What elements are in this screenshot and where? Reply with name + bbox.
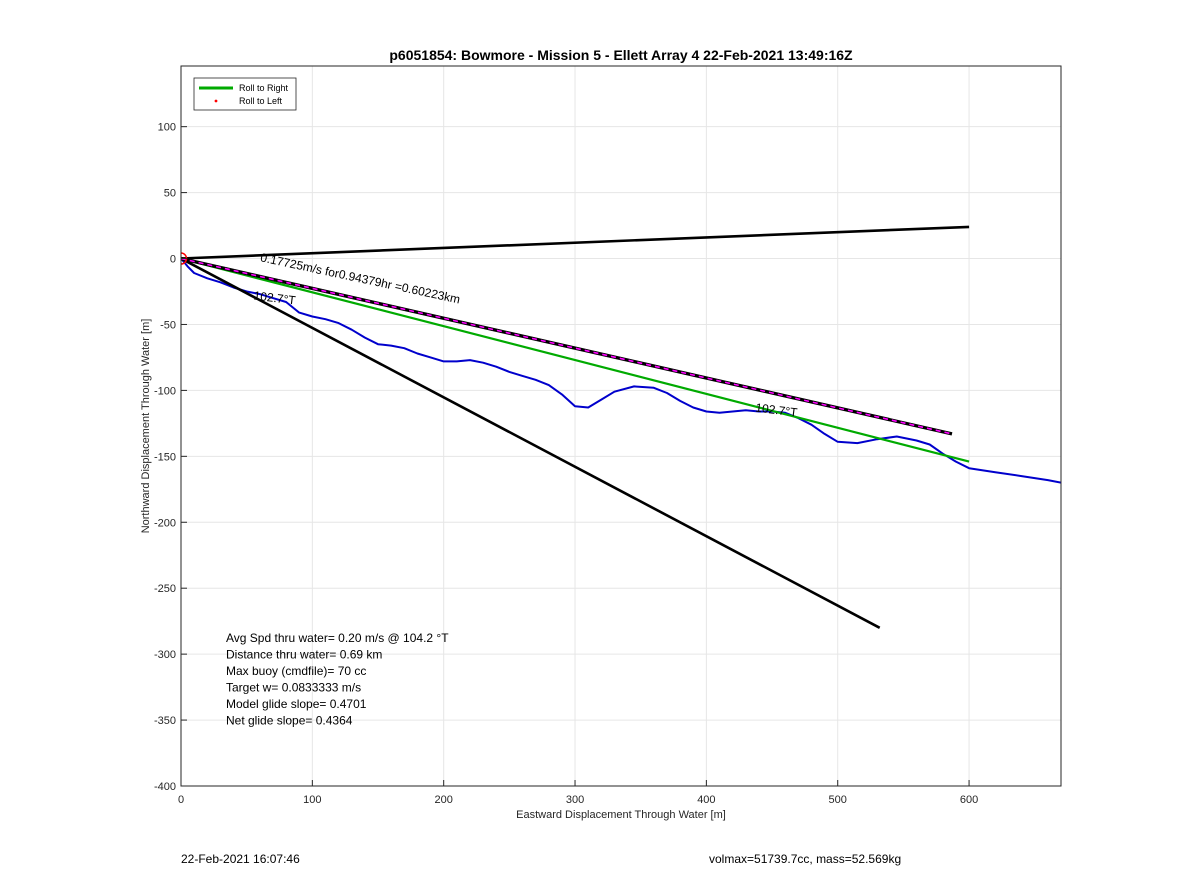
avg-velocity-dash bbox=[181, 257, 953, 435]
y-tick-label: -350 bbox=[154, 715, 176, 727]
legend-roll-left-label: Roll to Left bbox=[239, 96, 283, 106]
y-tick-label: -250 bbox=[154, 583, 176, 595]
stats-line: Net glide slope= 0.4364 bbox=[226, 714, 353, 728]
plot-area bbox=[181, 66, 1061, 786]
axes-frame bbox=[180, 65, 1062, 787]
y-tick-label: 100 bbox=[158, 122, 176, 134]
y-tick-label: -300 bbox=[154, 649, 176, 661]
stats-block: Avg Spd thru water= 0.20 m/s @ 104.2 °T D… bbox=[226, 631, 449, 728]
y-tick-label: -200 bbox=[154, 517, 176, 529]
legend-roll-right-label: Roll to Right bbox=[239, 83, 289, 93]
x-tick-label: 300 bbox=[566, 794, 584, 806]
stats-line: Model glide slope= 0.4701 bbox=[226, 697, 367, 711]
y-tick-label: -150 bbox=[154, 451, 176, 463]
x-tick-label: 0 bbox=[178, 794, 184, 806]
roll-right-line bbox=[181, 257, 970, 463]
chart-title: p6051854: Bowmore - Mission 5 - Ellett A… bbox=[389, 47, 853, 63]
annotation-label: 102.7°T bbox=[755, 401, 799, 420]
heading-line bbox=[181, 257, 881, 629]
series-layer bbox=[181, 225, 1061, 629]
legend-roll-left-swatch bbox=[214, 99, 218, 103]
track-line bbox=[181, 257, 1061, 484]
x-tick-label: 500 bbox=[829, 794, 847, 806]
footer-mass-info: volmax=51739.7cc, mass=52.569kg bbox=[709, 852, 902, 866]
y-axis-label: Northward Displacement Through Water [m] bbox=[140, 319, 152, 534]
stats-line: Max buoy (cmdfile)= 70 cc bbox=[226, 664, 366, 678]
legend-box bbox=[193, 77, 297, 111]
footer-timestamp: 22-Feb-2021 16:07:46 bbox=[181, 852, 300, 866]
heading-line bbox=[181, 225, 970, 260]
stats-line: Target w= 0.0833333 m/s bbox=[226, 681, 361, 695]
y-tick-label: 50 bbox=[164, 188, 176, 200]
y-tick-label: -400 bbox=[154, 781, 176, 793]
y-tick-label: -50 bbox=[160, 319, 176, 331]
x-tick-label: 100 bbox=[303, 794, 321, 806]
y-tick-label: 0 bbox=[170, 254, 176, 266]
legend: Roll to Right Roll to Left bbox=[193, 77, 297, 111]
x-tick-label: 600 bbox=[960, 794, 978, 806]
x-ticks: 0 100 200 300 400 500 600 bbox=[178, 780, 978, 806]
y-ticks: 100 50 0 -50 -100 -150 -200 -250 -300 -350 -400 bbox=[154, 122, 187, 793]
stats-line: Distance thru water= 0.69 km bbox=[226, 648, 382, 662]
x-tick-label: 400 bbox=[697, 794, 715, 806]
x-tick-label: 200 bbox=[435, 794, 453, 806]
stats-line: Avg Spd thru water= 0.20 m/s @ 104.2 °T bbox=[226, 631, 449, 645]
annotation-label: 102.7°T bbox=[253, 288, 297, 307]
y-tick-label: -100 bbox=[154, 385, 176, 397]
x-axis-label: Eastward Displacement Through Water [m] bbox=[516, 809, 726, 821]
